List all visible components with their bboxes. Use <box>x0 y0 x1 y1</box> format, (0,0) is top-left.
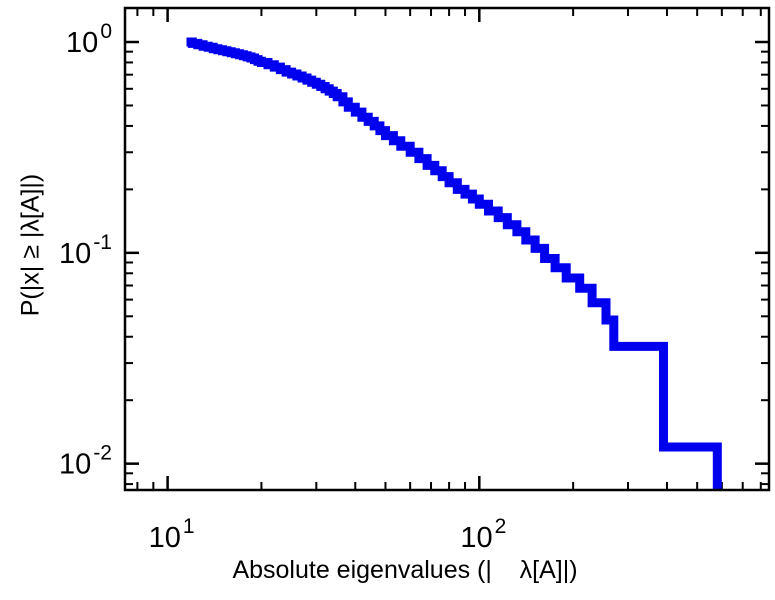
y-axis-label: P(|x| ≥ |λ[A]|) <box>16 173 45 317</box>
x-tick-label: 101 <box>149 515 195 554</box>
y-tick-label: 100 <box>66 20 112 59</box>
x-axis-label: Absolute eigenvalues (| λ[A]|) <box>232 556 578 584</box>
plot-border <box>123 6 771 492</box>
ccdf-line <box>186 37 722 490</box>
y-tick-label: 10-1 <box>59 231 112 270</box>
x-tick-label: 102 <box>460 515 506 554</box>
y-tick-label: 10-2 <box>59 442 112 481</box>
